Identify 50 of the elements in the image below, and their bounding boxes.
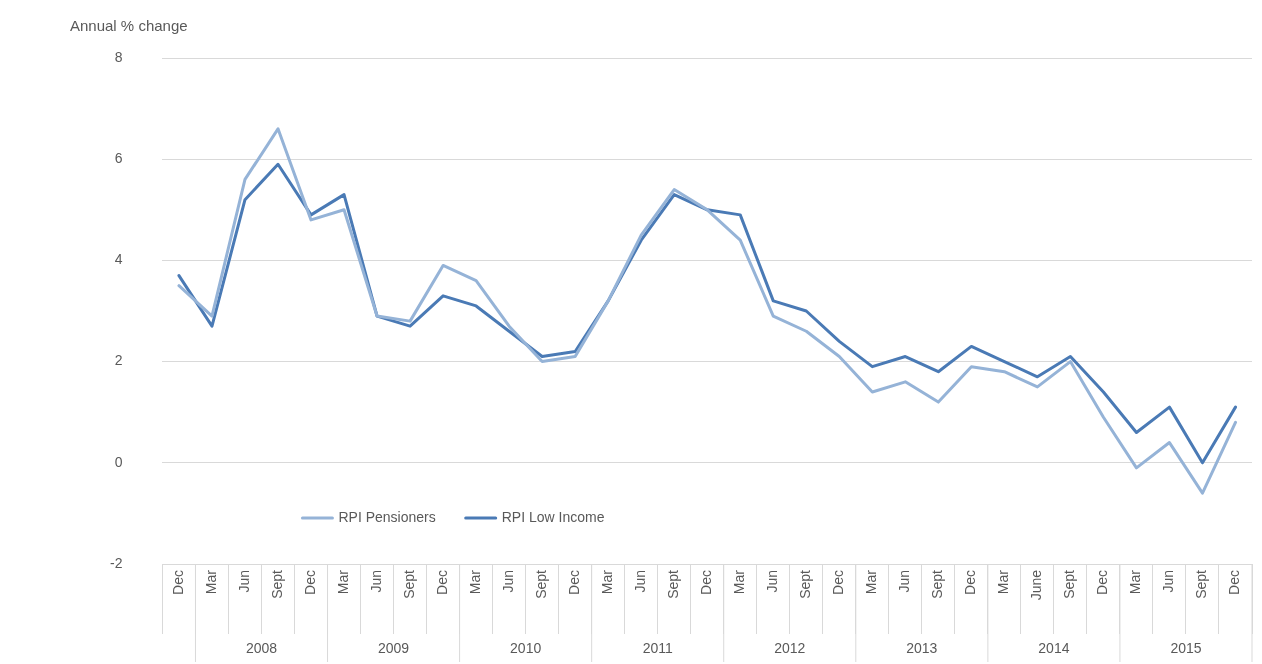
x-tick-label: Sept xyxy=(400,569,417,599)
x-tick-label: Dec xyxy=(1226,570,1243,595)
x-tick-label: Mar xyxy=(334,569,351,595)
y-tick-label: 6 xyxy=(114,150,123,167)
x-tick-label: Mar xyxy=(995,569,1012,595)
text: 2008 xyxy=(245,639,278,656)
y-tick-label: 4 xyxy=(114,251,123,268)
x-tick-label: Sept xyxy=(268,569,285,599)
x-tick-label: Sept xyxy=(665,569,682,599)
x-tick-label: Jun xyxy=(1160,570,1177,593)
y-tick-label: 2 xyxy=(114,352,123,369)
x-tick-label: Dec xyxy=(962,570,979,595)
x-tick-label: Sept xyxy=(533,569,549,599)
y-tick-label: 0 xyxy=(114,453,123,470)
text: 2010 xyxy=(510,639,542,656)
x-tick-label: Dec xyxy=(566,570,583,595)
x-tick-label: Jun xyxy=(896,570,913,593)
y-tick-label: 8 xyxy=(114,48,123,65)
x-tick-label: Mar xyxy=(466,569,483,595)
x-tick-label: Mar xyxy=(863,569,880,595)
x-tick-label: Dec xyxy=(830,570,847,595)
x-tick-label: Mar xyxy=(599,569,616,595)
y-tick-label: -2 xyxy=(110,554,123,571)
x-tick-label: Dec xyxy=(1094,570,1111,595)
text: 2015 xyxy=(1170,639,1202,656)
text: 2013 xyxy=(906,639,938,656)
x-tick-label: Jun xyxy=(764,570,781,593)
x-tick-label: Sept xyxy=(1061,569,1078,599)
x-tick-label: Mar xyxy=(202,569,219,595)
legend-label: RPI Low Income xyxy=(501,508,605,525)
x-tick-label: Dec xyxy=(169,570,186,595)
x-tick-label: Jun xyxy=(235,570,252,593)
x-tick-label: Sept xyxy=(1193,569,1210,599)
x-tick-label: June xyxy=(1028,569,1045,601)
text: 2014 xyxy=(1038,639,1070,656)
x-tick-label: Sept xyxy=(797,569,814,599)
x-tick-label: Mar xyxy=(731,569,748,595)
text: 2011 xyxy=(642,639,673,656)
x-tick-label: Dec xyxy=(698,570,715,595)
x-tick-label: Dec xyxy=(433,570,450,595)
legend-label: RPI Pensioners xyxy=(338,508,436,525)
x-tick-label: Jun xyxy=(632,570,649,593)
x-tick-label: Dec xyxy=(301,570,318,595)
text: 2009 xyxy=(377,639,410,656)
x-tick-label: Jun xyxy=(499,570,516,593)
text: 2012 xyxy=(774,639,806,656)
y-axis-title: Annual % change xyxy=(70,17,188,35)
x-tick-label: Sept xyxy=(929,569,946,599)
x-tick-label: Mar xyxy=(1127,569,1144,595)
x-tick-label: Jun xyxy=(367,570,384,593)
